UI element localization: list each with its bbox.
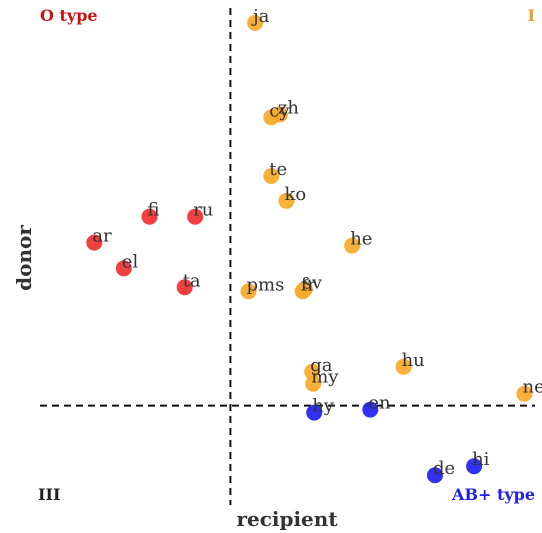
point-ru xyxy=(187,208,204,225)
point-label-he: he xyxy=(350,229,372,250)
quadrant-label-o-type: O type xyxy=(40,6,98,25)
point-label-ne: ne xyxy=(523,377,542,398)
point-ar xyxy=(86,234,103,251)
point-ja xyxy=(247,14,264,31)
point-label-ta: ta xyxy=(183,270,201,291)
point-label-cy: cy xyxy=(269,100,290,121)
point-he xyxy=(344,237,361,254)
point-label-hu: hu xyxy=(402,350,425,371)
point-ta xyxy=(176,279,193,296)
point-el xyxy=(115,260,132,277)
point-label-fr: fr xyxy=(301,274,317,295)
point-label-pms: pms xyxy=(247,274,285,295)
point-ga xyxy=(304,363,321,380)
point-label-hi: hi xyxy=(472,449,490,470)
point-de xyxy=(427,467,443,484)
point-ko xyxy=(278,192,295,209)
point-en xyxy=(362,401,379,418)
point-hu xyxy=(395,358,412,375)
x-axis-title: recipient xyxy=(236,507,338,531)
point-label-te: te xyxy=(269,159,287,180)
quadrant-label-i: I xyxy=(528,6,535,25)
point-hi xyxy=(466,458,483,475)
point-label-de: de xyxy=(433,458,455,479)
point-label-ru: ru xyxy=(193,200,213,221)
point-hy xyxy=(306,404,323,421)
point-my xyxy=(305,375,322,392)
point-label-sv: sv xyxy=(303,272,323,293)
y-axis-title: donor xyxy=(12,225,36,291)
point-fi xyxy=(141,208,158,225)
quadrant-label-ab-type: AB+ type xyxy=(451,485,535,504)
point-label-ar: ar xyxy=(92,226,112,247)
point-label-ga: ga xyxy=(310,355,333,376)
quadrant-label-iii: III xyxy=(38,485,60,504)
point-te xyxy=(263,168,280,184)
point-label-hy: hy xyxy=(312,396,335,417)
point-label-my: my xyxy=(311,367,339,388)
point-fr xyxy=(294,283,311,300)
point-cy xyxy=(263,109,280,126)
reference-lines xyxy=(40,8,535,505)
point-label-ko: ko xyxy=(285,184,307,205)
point-label-ja: ja xyxy=(251,6,270,27)
point-label-en: en xyxy=(368,393,391,414)
data-points xyxy=(86,14,533,484)
point-label-zh: zh xyxy=(278,97,299,118)
point-ne xyxy=(516,385,533,402)
point-pms xyxy=(240,283,257,300)
point-label-el: el xyxy=(122,251,139,272)
point-label-fi: fi xyxy=(148,200,160,221)
